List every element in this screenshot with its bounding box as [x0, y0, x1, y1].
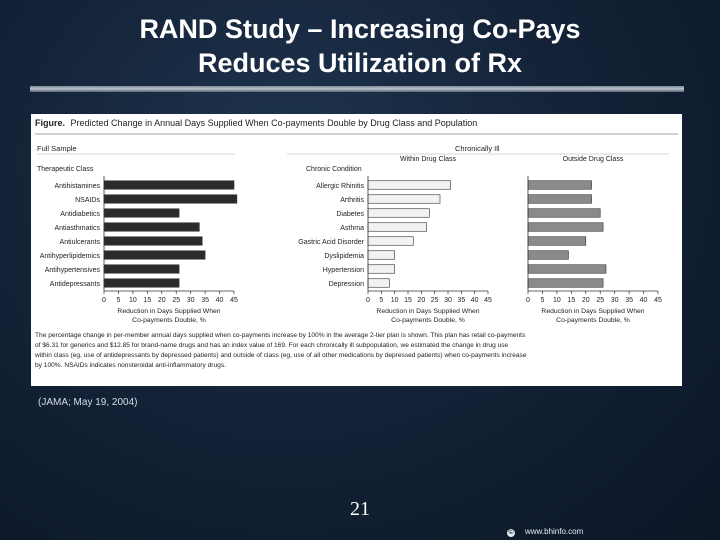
bar-within-drug-class-5 [367, 250, 395, 260]
category-label-within-drug-class-3: Asthma [340, 225, 364, 232]
tick-label-within-drug-class-1: 5 [379, 297, 383, 304]
category-label-full-sample-1: NSAIDs [75, 197, 100, 204]
tick-label-within-drug-class-9: 45 [484, 297, 492, 304]
figure-label: Figure. [35, 118, 65, 128]
tick-label-outside-drug-class-5: 25 [596, 297, 604, 304]
copyright-icon: © [507, 529, 515, 537]
panel-full-sample-category-header: Therapeutic Class [37, 166, 94, 173]
tick-label-outside-drug-class-0: 0 [526, 297, 530, 304]
tick-label-full-sample-5: 25 [172, 297, 180, 304]
panel-within-drug-class-category-header: Chronic Condition [306, 166, 362, 173]
tick-label-outside-drug-class-4: 20 [582, 297, 590, 304]
figure-footnote-line-4: by 100%. NSAIDs indicates nonsteroidal a… [35, 362, 226, 369]
tick-label-outside-drug-class-6: 30 [611, 297, 619, 304]
citation: (JAMA; May 19, 2004) [38, 397, 138, 408]
slide-title-line2: Reduces Utilization of Rx [197, 48, 523, 78]
bar-outside-drug-class-6 [527, 264, 607, 274]
tick-label-outside-drug-class-1: 5 [540, 297, 544, 304]
bar-within-drug-class-3 [367, 222, 427, 232]
category-label-full-sample-2: Antidiabetics [60, 211, 100, 218]
tick-label-outside-drug-class-7: 35 [625, 297, 633, 304]
category-label-within-drug-class-7: Depression [329, 281, 365, 288]
category-label-within-drug-class-1: Arthritis [340, 197, 364, 204]
bar-full-sample-1 [103, 194, 238, 204]
tick-label-full-sample-2: 10 [129, 297, 137, 304]
tick-label-within-drug-class-7: 35 [457, 297, 465, 304]
bar-within-drug-class-6 [367, 264, 395, 274]
slide-title-line1: RAND Study – Increasing Co-Pays [139, 14, 581, 44]
bar-outside-drug-class-1 [527, 194, 592, 204]
tick-label-outside-drug-class-3: 15 [567, 297, 575, 304]
figure-footnote-line-1: The percentage change in per-member annu… [35, 332, 526, 339]
bar-full-sample-7 [103, 278, 180, 288]
category-label-within-drug-class-6: Hypertension [323, 267, 364, 274]
figure-panel: Figure. Predicted Change in Annual Days … [31, 114, 682, 386]
bar-full-sample-0 [103, 180, 235, 190]
bar-full-sample-5 [103, 250, 206, 260]
figure-chart: Figure. Predicted Change in Annual Days … [34, 118, 678, 369]
full-sample-header: Full Sample [37, 144, 77, 153]
panel-outside-drug-class-subtitle: Outside Drug Class [563, 156, 624, 163]
tick-label-within-drug-class-5: 25 [431, 297, 439, 304]
footer: © www.bhinfo.com [507, 527, 583, 537]
figure-caption-title: Predicted Change in Annual Days Supplied… [71, 118, 478, 128]
bar-outside-drug-class-7 [527, 278, 604, 288]
tick-label-outside-drug-class-8: 40 [640, 297, 648, 304]
category-label-within-drug-class-2: Diabetes [336, 211, 364, 218]
category-label-within-drug-class-5: Dyslipidemia [324, 253, 364, 260]
category-label-within-drug-class-4: Gastric Acid Disorder [298, 239, 364, 246]
tick-label-within-drug-class-8: 40 [471, 297, 479, 304]
tick-label-full-sample-3: 15 [143, 297, 151, 304]
bar-full-sample-4 [103, 236, 203, 246]
tick-label-within-drug-class-0: 0 [366, 297, 370, 304]
category-label-full-sample-5: Antihyperlipidemics [40, 253, 101, 260]
tick-label-full-sample-6: 30 [187, 297, 195, 304]
category-label-full-sample-4: Antiulcerants [60, 239, 101, 246]
bar-within-drug-class-1 [367, 194, 441, 204]
category-label-within-drug-class-0: Allergic Rhinitis [316, 183, 364, 190]
tick-label-within-drug-class-4: 20 [417, 297, 425, 304]
slide-title: RAND Study – Increasing Co-Pays Reduces … [0, 12, 720, 80]
tick-label-within-drug-class-3: 15 [404, 297, 412, 304]
figure-footnote-line-3: within class (eg, use of antidepressants… [34, 352, 527, 359]
svg-text:Figure. Predicted Change: Figure. Predicted Change in Annual Days … [35, 118, 477, 128]
x-axis-label-outside-drug-class: Reduction in Days Supplied When Co-paymen… [541, 308, 644, 324]
category-label-full-sample-0: Antihistamines [54, 183, 100, 190]
tick-label-full-sample-9: 45 [230, 297, 238, 304]
bar-full-sample-3 [103, 222, 200, 232]
title-divider [30, 86, 684, 92]
tick-label-within-drug-class-2: 10 [391, 297, 399, 304]
category-label-full-sample-6: Antihypertensives [45, 267, 101, 274]
tick-label-full-sample-0: 0 [102, 297, 106, 304]
bar-outside-drug-class-0 [527, 180, 592, 190]
x-axis-label-within-drug-class: Reduction in Days Supplied When Co-paymen… [376, 308, 479, 324]
page-number: 21 [350, 498, 370, 520]
category-label-full-sample-3: Antiasthmatics [54, 225, 100, 232]
bar-outside-drug-class-2 [527, 208, 601, 218]
x-axis-label-full-sample: Reduction in Days Supplied When Co-paymen… [117, 308, 220, 324]
bar-outside-drug-class-3 [527, 222, 604, 232]
bar-within-drug-class-7 [367, 278, 390, 288]
tick-label-full-sample-1: 5 [116, 297, 120, 304]
category-label-full-sample-7: Antidepressants [50, 281, 101, 288]
bar-within-drug-class-2 [367, 208, 430, 218]
chronic-header: Chronically Ill [455, 144, 500, 153]
bar-full-sample-2 [103, 208, 180, 218]
tick-label-within-drug-class-6: 30 [444, 297, 452, 304]
tick-label-full-sample-7: 35 [201, 297, 209, 304]
tick-label-full-sample-8: 40 [216, 297, 224, 304]
bar-outside-drug-class-4 [527, 236, 587, 246]
tick-label-outside-drug-class-2: 10 [553, 297, 561, 304]
bar-within-drug-class-0 [367, 180, 451, 190]
tick-label-full-sample-4: 20 [158, 297, 166, 304]
panel-within-drug-class-subtitle: Within Drug Class [400, 156, 457, 163]
figure-footnote-line-2: of $6.31 for generics and $12.85 for bra… [35, 342, 509, 349]
tick-label-outside-drug-class-9: 45 [654, 297, 662, 304]
bar-outside-drug-class-5 [527, 250, 569, 260]
bar-within-drug-class-4 [367, 236, 414, 246]
bar-full-sample-6 [103, 264, 180, 274]
footer-url: www.bhinfo.com [525, 527, 584, 536]
